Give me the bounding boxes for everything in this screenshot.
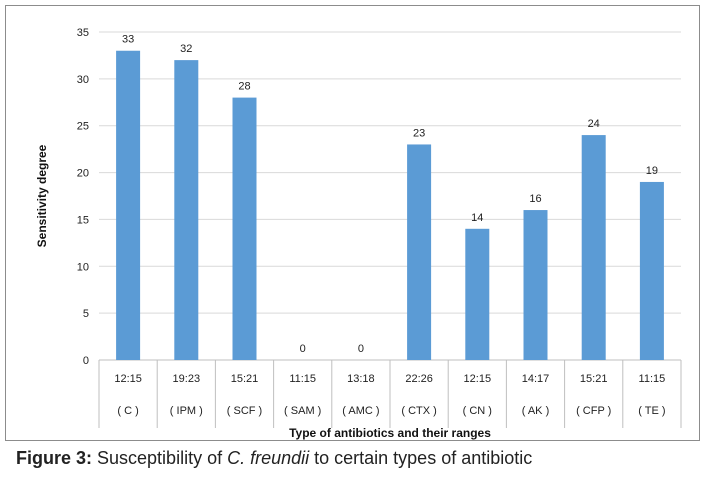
bar [174,60,199,360]
x-tick-label-code: ( CN ) [463,405,492,417]
data-label: 16 [529,193,541,205]
data-label: 32 [180,43,192,55]
x-tick-label-code: ( CFP ) [576,405,611,417]
y-tick-label: 25 [77,121,89,133]
chart-frame: 0 5 10 15 20 25 30 35 33 12:15 ( C ) 32 19:23 ( IPM )… [5,5,700,441]
y-tick-label: 35 [77,27,89,39]
bar [523,210,548,360]
y-tick-label: 15 [77,214,89,226]
data-label: 0 [300,343,306,355]
x-tick-label-code: ( C ) [117,405,138,417]
x-tick-label-range: 13:18 [347,373,375,385]
y-tick-label: 20 [77,168,89,180]
data-label: 24 [588,118,600,130]
x-tick-label-code: ( IPM ) [170,405,203,417]
x-tick-label-range: 11:15 [639,373,666,385]
x-tick-label-range: 11:15 [289,373,316,385]
x-tick-label-code: ( SCF ) [227,405,262,417]
data-label: 14 [471,212,483,224]
bar [465,228,490,360]
x-tick-label-code: ( TE ) [638,405,665,417]
caption-organism: C. freundii [227,448,310,468]
bar [639,181,664,360]
y-tick-label: 0 [83,355,89,367]
y-axis-title: Sensitivity degree [35,144,49,247]
x-axis-title: Type of antibiotics and their ranges [289,426,491,440]
x-tick-label-code: ( CTX ) [401,405,436,417]
bar-chart: 0 5 10 15 20 25 30 35 33 12:15 ( C ) 32 19:23 ( IPM )… [35,27,682,440]
caption-label: Figure 3: [16,448,93,468]
x-tick-label-range: 14:17 [522,373,550,385]
x-tick-label-range: 12:15 [114,373,142,385]
x-tick-label-range: 12:15 [464,373,492,385]
bar [116,50,141,360]
x-tick-label-range: 15:21 [580,373,608,385]
data-label: 19 [646,165,658,177]
y-tick-label: 10 [77,261,89,273]
x-tick-label-range: 15:21 [231,373,259,385]
x-tick-label-range: 22:26 [405,373,433,385]
x-tick-label-code: ( SAM ) [284,405,321,417]
x-tick-label-range: 19:23 [173,373,201,385]
bar [232,97,257,360]
data-label: 0 [358,343,364,355]
y-tick-label: 5 [83,308,89,320]
y-tick-label: 30 [77,74,89,86]
caption-text-before: Susceptibility of [92,448,228,468]
x-tick-label-code: ( AK ) [522,405,550,417]
caption-text-after: to certain types of antibiotic [309,448,533,468]
bar [581,135,606,360]
figure-caption: Figure 3: Susceptibility of C. freundii … [16,446,696,471]
x-tick-label-code: ( AMC ) [342,405,379,417]
data-label: 33 [122,34,134,46]
data-label: 23 [413,127,425,139]
data-label: 28 [238,81,250,93]
bar [407,144,432,360]
